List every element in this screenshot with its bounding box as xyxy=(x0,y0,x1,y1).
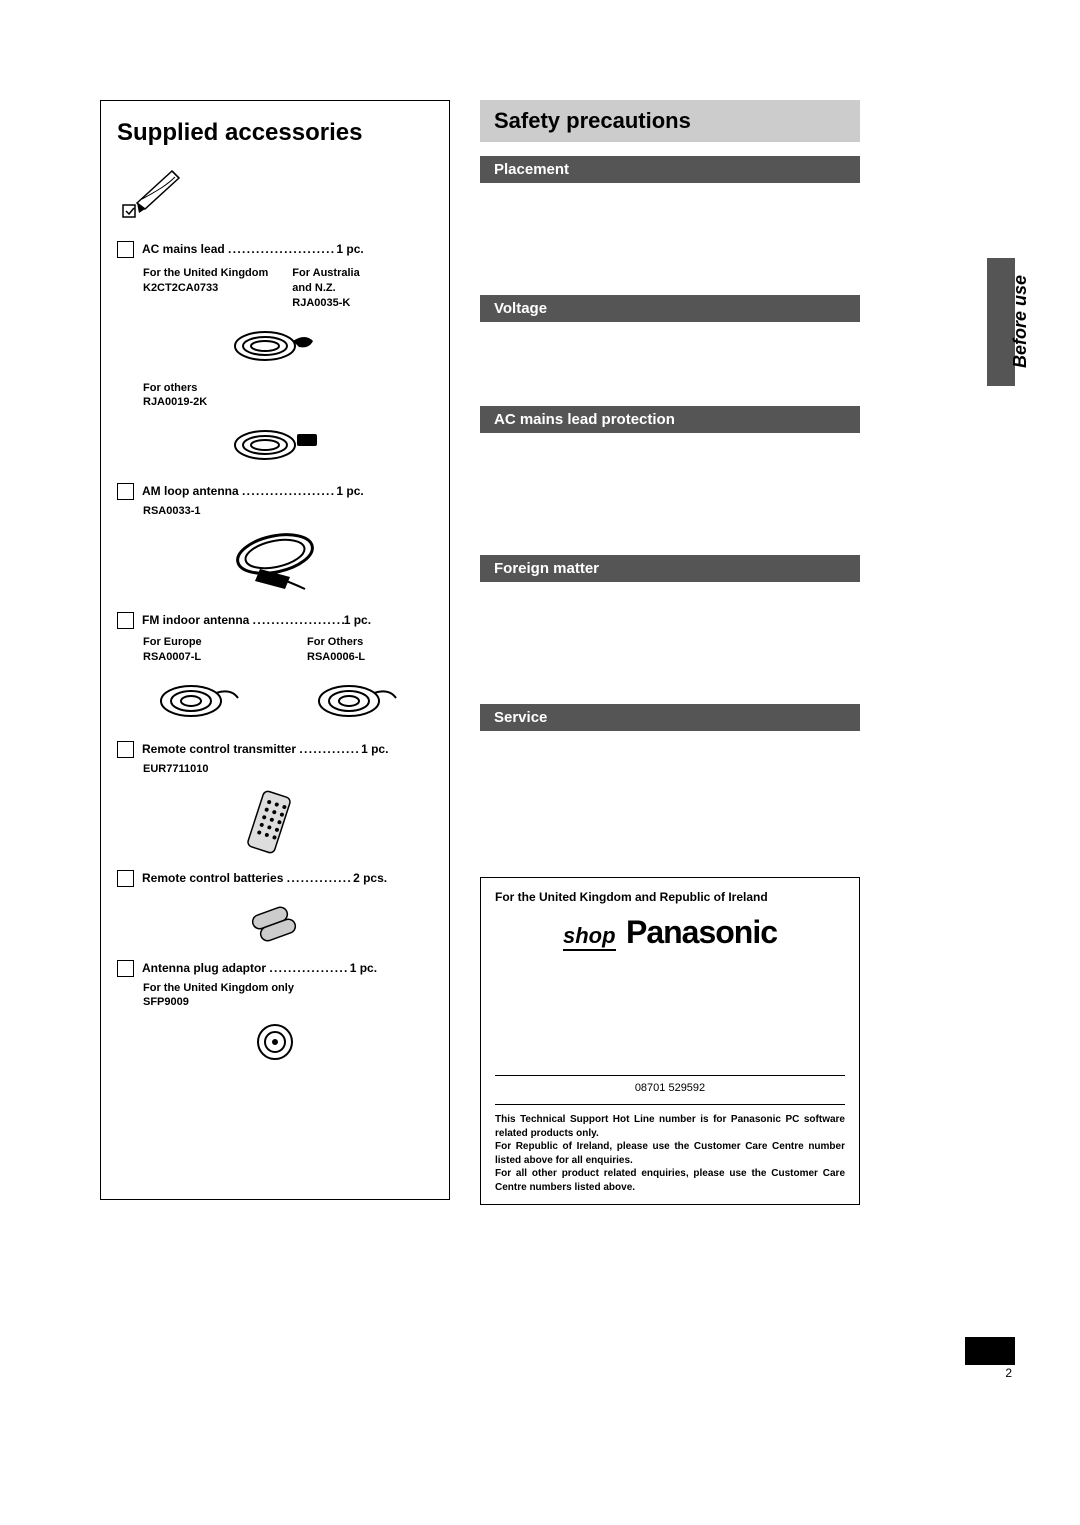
item-name: AC mains lead xyxy=(142,242,225,256)
item-qty: 1 pc. xyxy=(336,242,363,256)
pen-illustration xyxy=(117,163,433,228)
corner-tab xyxy=(965,1337,1015,1365)
fm-antenna-illustrations xyxy=(117,673,433,728)
item-batteries: Remote control batteries . . . . . . . .… xyxy=(117,871,433,947)
supplied-accessories-box: Supplied accessories AC mains lead . . .… xyxy=(100,100,450,1200)
shop-footnote: This Technical Support Hot Line number i… xyxy=(495,1113,845,1194)
shop-panasonic-box: For the United Kingdom and Republic of I… xyxy=(480,877,860,1205)
checkbox xyxy=(117,483,134,500)
shop-logo: shop Panasonic xyxy=(495,914,845,951)
section-service: Service xyxy=(480,704,860,731)
item-am-loop: AM loop antenna . . . . . . . . . . . . … xyxy=(117,484,433,599)
checkbox xyxy=(117,870,134,887)
checkbox xyxy=(117,960,134,977)
side-label: Before use xyxy=(1010,275,1031,368)
item-remote: Remote control transmitter . . . . . . .… xyxy=(117,742,433,857)
adaptor-illustration xyxy=(117,1020,433,1065)
remote-illustration xyxy=(117,787,433,857)
cord-illustration-2 xyxy=(117,420,433,470)
batteries-illustration xyxy=(117,897,433,947)
left-title: Supplied accessories xyxy=(117,119,433,147)
item-fm-indoor: FM indoor antenna . . . . . . . . . . . … xyxy=(117,613,433,728)
shop-header: For the United Kingdom and Republic of I… xyxy=(495,890,845,904)
checkbox xyxy=(117,241,134,258)
section-ac-mains: AC mains lead protection xyxy=(480,406,860,433)
section-voltage: Voltage xyxy=(480,295,860,322)
right-title: Safety precautions xyxy=(480,100,860,142)
checkbox xyxy=(117,612,134,629)
am-loop-illustration xyxy=(117,529,433,599)
section-foreign: Foreign matter xyxy=(480,555,860,582)
item-adaptor: Antenna plug adaptor . . . . . . . . . .… xyxy=(117,961,433,1066)
page-number: 2 xyxy=(1005,1366,1012,1380)
cord-illustration-1 xyxy=(117,321,433,371)
shop-number: 08701 529592 xyxy=(495,1082,845,1094)
safety-precautions-col: Safety precautions Placement Voltage AC … xyxy=(480,100,860,1205)
section-placement: Placement xyxy=(480,156,860,183)
checkbox xyxy=(117,741,134,758)
item-ac-mains: AC mains lead . . . . . . . . . . . . . … xyxy=(117,242,433,470)
